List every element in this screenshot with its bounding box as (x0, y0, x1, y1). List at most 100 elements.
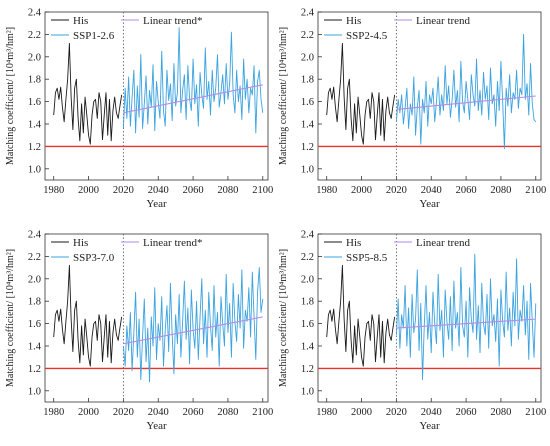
y-tick-label: 2.4 (28, 230, 42, 241)
x-tick-label: 2060 (456, 407, 477, 418)
legend-label-hist: His (346, 15, 361, 27)
x-tick-label: 2040 (148, 185, 169, 196)
y-tick-label: 2.2 (28, 30, 41, 41)
legend-label-hist: His (73, 15, 88, 27)
x-tick-label: 1980 (316, 407, 337, 418)
x-tick-label: 2100 (252, 185, 273, 196)
y-tick-label: 1.0 (301, 164, 314, 175)
panel-2: 1.0 1.2 1.4 1.6 1.8 2.0 2.2 2.4 1980 2000 2020 2040… (278, 8, 546, 211)
y-tick-label: 1.8 (301, 297, 314, 308)
y-tick-label: 1.4 (28, 342, 42, 353)
y-tick-label: 2.2 (301, 252, 314, 263)
legend-label-trend: Linear trend* (143, 237, 203, 249)
y-tick-label: 2.0 (28, 274, 41, 285)
y-tick-label: 1.8 (28, 297, 41, 308)
y-axis-title: Matching coefficient/ [10⁴m³/hm²] (5, 27, 16, 165)
x-axis-title: Year (146, 198, 167, 210)
x-tick-label: 2000 (351, 185, 372, 196)
series-line-1 (395, 253, 537, 381)
plot-frame (317, 11, 542, 181)
y-tick-label: 1.4 (301, 342, 315, 353)
y-tick-label: 2.4 (301, 8, 315, 19)
legend-label-hist: His (73, 237, 88, 249)
legend-label-ssp: SSP5-8.5 (346, 252, 388, 264)
y-tick-label: 1.2 (28, 364, 41, 375)
x-tick-label: 2040 (148, 407, 169, 418)
legend-label-ssp: SSP2-4.5 (346, 30, 388, 42)
y-axis-title: Matching coefficient/ [10⁴m³/hm²] (278, 27, 289, 165)
legend-label-trend: Linear trend* (143, 15, 203, 27)
series-line-2 (123, 84, 263, 114)
legend-label-trend: Linear trend (416, 237, 471, 249)
x-tick-label: 2020 (386, 185, 407, 196)
series-line-0 (326, 42, 396, 145)
y-tick-label: 2.4 (301, 230, 315, 241)
y-tick-label: 2.4 (28, 8, 42, 19)
x-tick-label: 2040 (421, 185, 442, 196)
x-tick-label: 2100 (525, 185, 546, 196)
series-line-2 (396, 318, 536, 329)
panel-1: 1.0 1.2 1.4 1.6 1.8 2.0 2.2 2.4 1980 2000 2020 2040… (5, 8, 273, 211)
y-tick-label: 2.2 (28, 252, 41, 263)
series-line-0 (326, 264, 396, 367)
y-tick-label: 1.4 (301, 120, 315, 131)
x-tick-label: 2000 (78, 407, 99, 418)
x-tick-label: 2040 (421, 407, 442, 418)
plot-frame (44, 11, 269, 181)
x-axis-title: Year (419, 198, 440, 210)
x-tick-label: 2100 (525, 407, 546, 418)
x-tick-label: 2020 (113, 185, 134, 196)
legend-label-ssp: SSP3-7.0 (73, 252, 115, 264)
legend-label-hist: His (346, 237, 361, 249)
y-tick-label: 1.2 (301, 142, 314, 153)
x-tick-label: 2080 (217, 407, 238, 418)
x-tick-label: 2080 (217, 185, 238, 196)
series-line-1 (122, 27, 264, 134)
x-axis-title: Year (419, 420, 440, 432)
x-tick-label: 1980 (43, 185, 64, 196)
plot-frame (317, 233, 542, 403)
x-tick-label: 2060 (183, 407, 204, 418)
y-tick-label: 1.6 (28, 319, 41, 330)
series-line-0 (53, 264, 123, 367)
y-tick-label: 1.0 (301, 386, 314, 397)
y-tick-label: 1.8 (301, 75, 314, 86)
y-tick-label: 1.8 (28, 75, 41, 86)
y-tick-label: 1.2 (301, 364, 314, 375)
x-tick-label: 1980 (43, 407, 64, 418)
series-line-2 (396, 95, 536, 110)
legend-label-ssp: SSP1-2.6 (73, 30, 115, 42)
y-axis-title: Matching coefficient/ [10⁴m³/hm²] (5, 249, 16, 387)
series-line-0 (53, 42, 123, 145)
series-line-1 (395, 33, 537, 150)
panel-3: 1.0 1.2 1.4 1.6 1.8 2.0 2.2 2.4 1980 2000 2020 2040… (5, 230, 273, 433)
x-tick-label: 2000 (78, 185, 99, 196)
y-tick-label: 2.0 (301, 274, 314, 285)
x-tick-label: 2020 (113, 407, 134, 418)
y-tick-label: 1.4 (28, 120, 42, 131)
x-axis-title: Year (146, 420, 167, 432)
x-tick-label: 2060 (183, 185, 204, 196)
x-tick-label: 2080 (490, 407, 511, 418)
panel-4: 1.0 1.2 1.4 1.6 1.8 2.0 2.2 2.4 1980 2000 2020 2040… (278, 230, 546, 433)
y-tick-label: 2.2 (301, 30, 314, 41)
y-tick-label: 2.0 (28, 52, 41, 63)
y-tick-label: 1.6 (301, 97, 314, 108)
x-tick-label: 1980 (316, 185, 337, 196)
y-tick-label: 1.0 (28, 164, 41, 175)
x-tick-label: 2060 (456, 185, 477, 196)
x-tick-label: 2100 (252, 407, 273, 418)
y-tick-label: 1.6 (301, 319, 314, 330)
plot-frame (44, 233, 269, 403)
series-line-1 (122, 267, 264, 383)
y-tick-label: 1.6 (28, 97, 41, 108)
y-tick-label: 1.2 (28, 142, 41, 153)
y-tick-label: 2.0 (301, 52, 314, 63)
y-axis-title: Matching coefficient/ [10⁴m³/hm²] (278, 249, 289, 387)
legend-label-trend: Linear trend (416, 15, 471, 27)
y-tick-label: 1.0 (28, 386, 41, 397)
series-line-2 (123, 316, 263, 345)
x-tick-label: 2000 (351, 407, 372, 418)
x-tick-label: 2080 (490, 185, 511, 196)
